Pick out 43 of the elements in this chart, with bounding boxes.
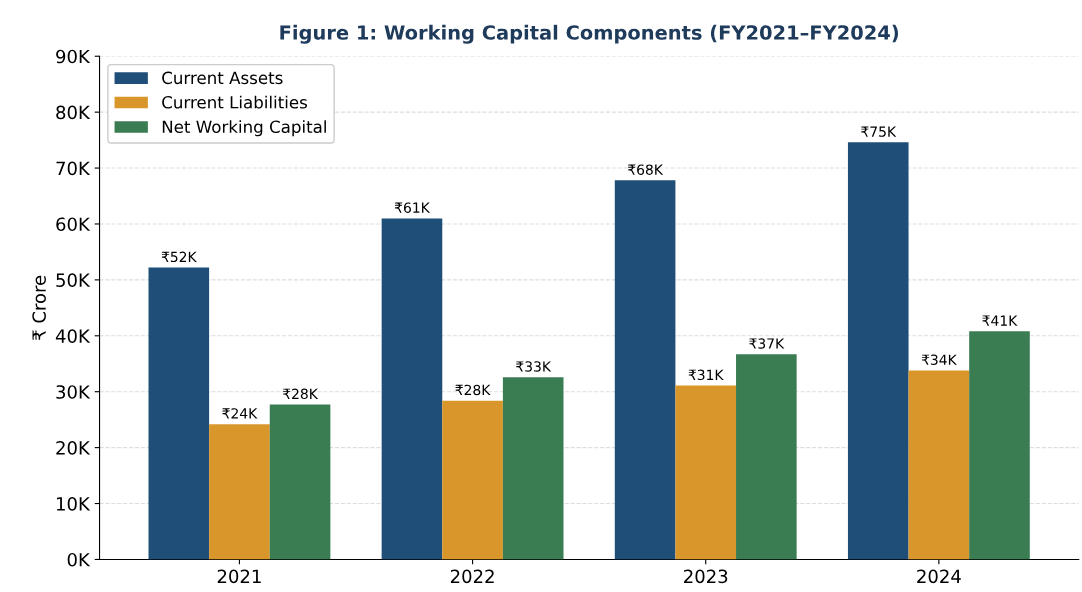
data-label: ₹34K bbox=[921, 354, 957, 365]
data-label: ₹68K bbox=[628, 164, 664, 175]
bar bbox=[736, 354, 797, 560]
data-label: ₹52K bbox=[161, 251, 197, 263]
y-tick-label: 90K bbox=[56, 49, 91, 64]
legend-label: Current Liabilities bbox=[162, 95, 307, 109]
y-axis-title: ₹ Crore bbox=[32, 275, 46, 340]
data-label: ₹28K bbox=[282, 388, 319, 400]
y-tick-label: 30K bbox=[56, 385, 91, 399]
data-label: ₹37K bbox=[749, 338, 785, 349]
bar bbox=[614, 180, 676, 560]
y-tick-label: 10K bbox=[56, 496, 91, 511]
bar bbox=[502, 377, 564, 560]
data-label: ₹31K bbox=[688, 369, 724, 381]
legend-label: Net Working Capital bbox=[162, 120, 326, 137]
data-label: ₹33K bbox=[516, 361, 552, 372]
bar bbox=[148, 267, 210, 560]
data-label: ₹24K bbox=[222, 408, 258, 419]
chart-title: Figure 1: Working Capital Components (FY2021–FY2024) bbox=[280, 24, 899, 44]
bar bbox=[209, 424, 270, 560]
bar bbox=[675, 385, 737, 560]
y-tick-label: 40K bbox=[55, 329, 91, 343]
legend-label: Current Assets bbox=[162, 71, 283, 85]
data-label: ₹75K bbox=[861, 126, 897, 137]
bar bbox=[969, 331, 1030, 560]
y-tick-label: 70K bbox=[56, 161, 91, 176]
data-label: ₹61K bbox=[394, 202, 431, 213]
bar bbox=[908, 370, 970, 560]
bar bbox=[381, 218, 443, 560]
x-tick-label: 2024 bbox=[917, 569, 961, 584]
bar bbox=[847, 142, 909, 560]
bar bbox=[269, 404, 331, 560]
y-tick-label: 50K bbox=[56, 273, 91, 287]
x-tick-label: 2023 bbox=[684, 569, 728, 584]
x-tick-label: 2021 bbox=[217, 569, 261, 584]
x-tick-label: 2022 bbox=[450, 569, 494, 584]
data-label: ₹41K bbox=[982, 315, 1018, 326]
data-label: ₹28K bbox=[455, 384, 491, 396]
bar bbox=[442, 400, 503, 560]
y-tick-label: 80K bbox=[56, 105, 91, 120]
y-tick-label: 0K bbox=[67, 552, 91, 567]
y-tick-label: 60K bbox=[56, 217, 91, 232]
y-tick-label: 20K bbox=[56, 441, 91, 455]
